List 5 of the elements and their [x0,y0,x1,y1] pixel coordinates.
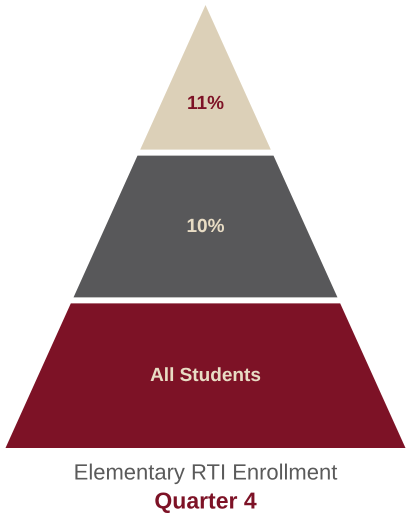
data-label: 11% [187,92,224,114]
category-label: All Students [150,365,261,386]
data-label: 10% [186,216,225,237]
text: Quarter 4 [154,488,257,514]
text: Elementary RTI Enrollment [74,460,338,484]
